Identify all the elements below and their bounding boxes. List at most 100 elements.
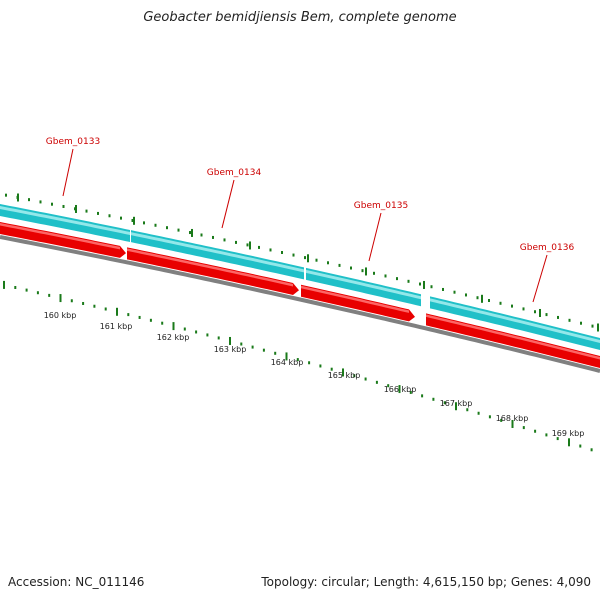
tick-major [3,280,5,289]
tick-major [511,419,514,428]
scale-label: 164 kbp [271,358,304,367]
tick-dot [251,345,254,349]
gene-label: Gbem_0136 [520,243,575,253]
tick-major [481,294,483,303]
tick-dot [82,301,85,305]
tick-dot [223,238,226,242]
tick-major [423,280,425,289]
gene-leader-line [368,212,382,262]
tick-dot [138,315,141,319]
tick-dot [488,298,490,302]
tick-dot [315,258,318,262]
tick-major [116,307,118,316]
tick-dot [240,342,243,346]
tick-dot [62,204,65,208]
gene-block-highlight [131,232,304,273]
genome-backbone [0,235,600,373]
tick-dot [327,261,329,265]
tick-major [365,267,367,276]
backbone-line [0,235,600,373]
tick-dot [430,285,433,289]
tick-dot [296,358,299,362]
tick-major [568,438,570,447]
tick-dot [304,256,306,260]
gene-block-highlight [0,206,130,235]
tick-dot [161,321,164,325]
tick-dot [522,307,525,311]
tick-dot [432,397,435,401]
gene-block-highlight [430,298,600,343]
upper-tick-track [5,193,599,332]
cds-arrow-highlight [127,248,293,287]
tick-major [59,294,62,303]
tick-dot [217,336,220,340]
tick-dot [14,285,17,289]
tick-major [249,241,251,250]
tick-major [539,308,541,317]
tick-dot [522,426,525,430]
tick-dot [466,408,469,412]
tick-dot [195,330,198,334]
tick-dot [338,263,341,267]
tick-dot [97,211,99,215]
tick-dot [476,296,479,300]
tick-dot [419,282,421,286]
tick-dot [361,269,364,273]
tick-dot [120,216,122,220]
tick-dot [396,277,398,281]
tick-dot [183,327,186,331]
tick-major [75,204,77,213]
tick-dot [127,313,130,317]
gene-leader-line [221,179,235,229]
tick-dot [579,444,582,448]
tick-dot [488,415,491,419]
tick-dot [580,321,582,325]
tick-dot [477,411,480,415]
tick-dot [330,367,333,371]
tick-dot [556,437,559,441]
tick-dot [166,226,168,230]
scale-label: 160 kbp [44,311,77,320]
scale-label: 162 kbp [157,333,190,342]
tick-dot [534,429,537,433]
tick-dot [442,287,444,291]
scale-label: 165 kbp [328,371,361,380]
tick-dot [364,377,367,381]
tick-dot [70,299,73,303]
tick-dot [409,390,412,394]
gene-track [0,204,600,350]
scale-label: 161 kbp [100,322,133,331]
gene-label: Gbem_0133 [46,137,100,147]
tick-dot [350,266,352,270]
scale-label: 168 kbp [496,414,529,423]
tick-dot [36,291,39,295]
tick-dot [319,364,322,368]
scale-label: 163 kbp [214,345,247,354]
accession-text: Accession: NC_011146 [8,575,145,589]
tick-dot [262,348,265,352]
tick-dot [154,223,157,227]
scale-label: 166 kbp [384,385,417,394]
tick-dot [200,233,203,237]
gene-leader-line [532,254,548,303]
summary-text: Topology: circular; Length: 4,615,150 bp… [261,575,591,589]
tick-dot [387,384,390,388]
tick-dot [534,310,536,314]
tick-dot [443,401,446,405]
tick-dot [108,214,111,218]
tick-dot [500,418,503,422]
tick-dot [292,253,295,257]
tick-dot [590,448,593,452]
tick-dot [421,394,424,398]
tick-dot [93,304,96,308]
tick-dot [51,202,53,206]
tick-dot [453,290,456,294]
tick-dot [269,248,272,252]
tick-dot [353,374,356,378]
tick-dot [499,301,502,305]
tick-dot [407,279,410,283]
lower-tick-track [3,280,593,452]
tick-dot [545,313,548,317]
tick-dot [104,307,107,311]
